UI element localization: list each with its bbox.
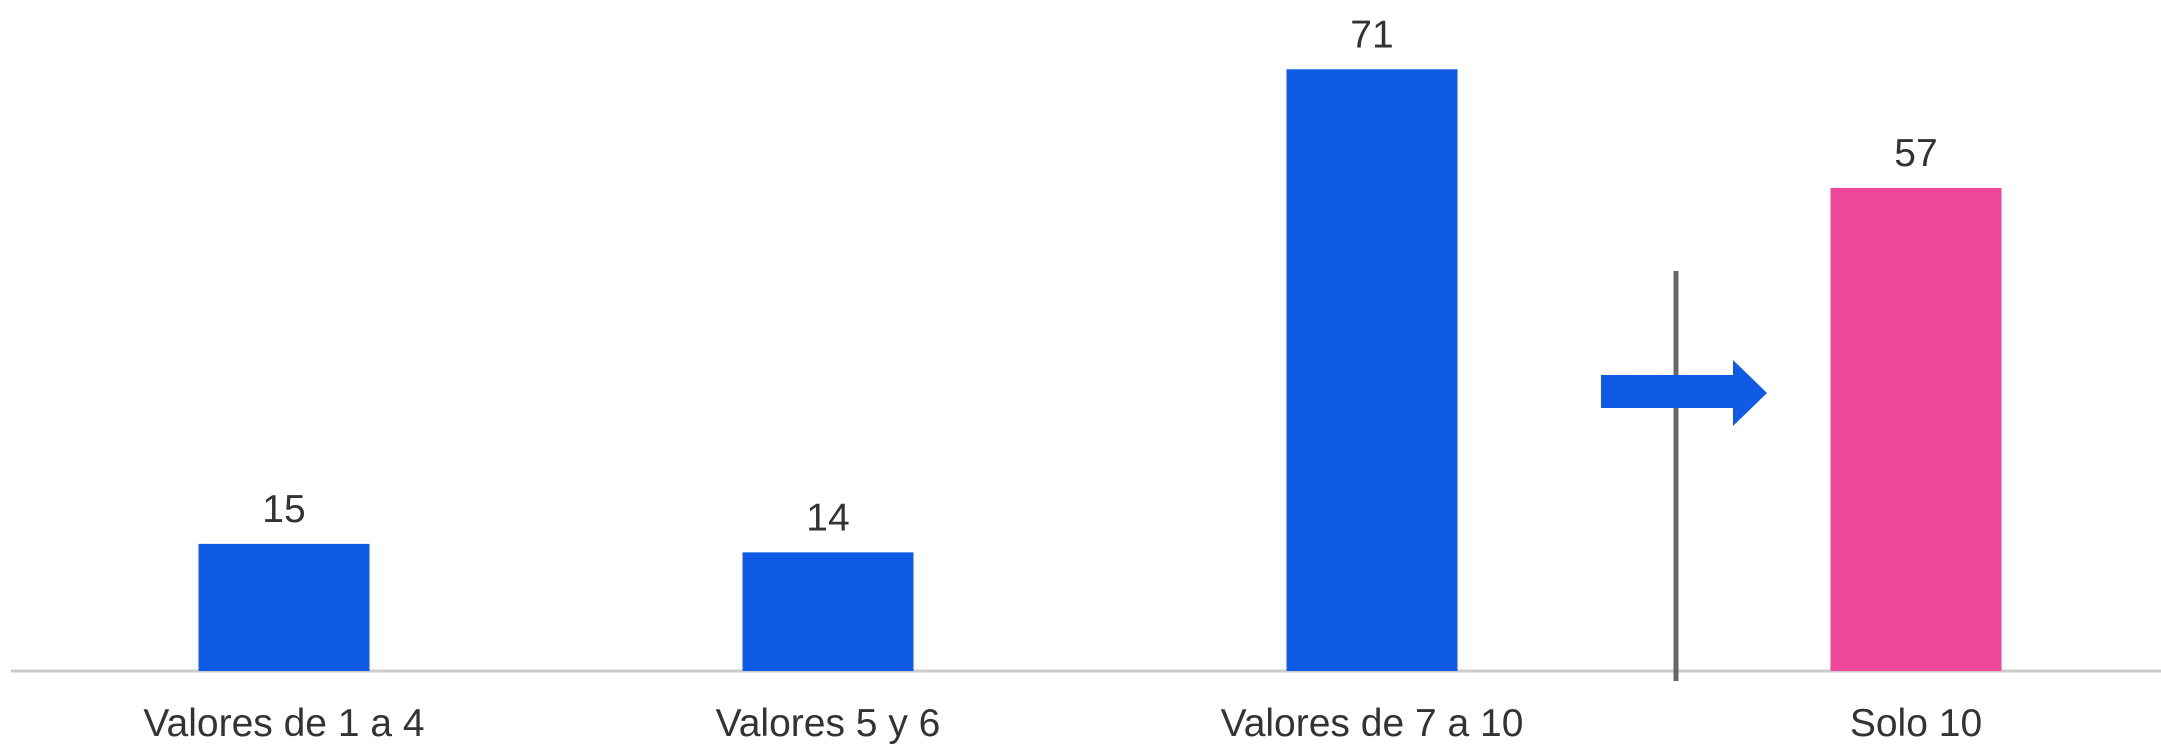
value-label: 15 <box>262 488 305 531</box>
value-label: 57 <box>1894 132 1937 175</box>
bar <box>742 552 914 671</box>
value-label: 71 <box>1350 13 1393 56</box>
bar <box>1830 187 2002 672</box>
value-label: 14 <box>806 496 849 539</box>
x-tick-label: Solo 10 <box>1850 702 1982 744</box>
x-tick-label: Valores de 7 a 10 <box>1221 702 1524 744</box>
bar <box>198 543 370 671</box>
bar <box>1286 69 1458 671</box>
arrow <box>1601 360 1767 426</box>
x-tick-label: Valores de 1 a 4 <box>143 702 424 744</box>
x-tick-label: Valores 5 y 6 <box>716 702 941 744</box>
